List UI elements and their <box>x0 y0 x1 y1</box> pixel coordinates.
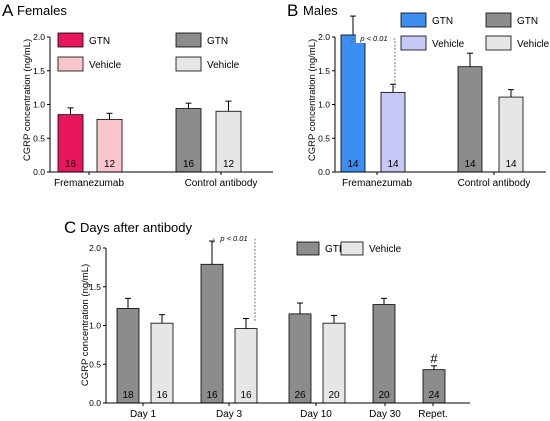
y-tick-label: 1.5 <box>89 282 101 292</box>
panel-c-annotation-bg <box>216 233 253 243</box>
panel-b: B Males CGRP concentration (ng/mL) 0.0 0.… <box>287 1 550 189</box>
panel-c-repeat-marker: # <box>430 351 438 366</box>
panel-b-p-value: p < 0.01 <box>359 34 387 43</box>
panel-a-title: Females <box>17 3 67 18</box>
x-category-label: Day 30 <box>369 409 401 420</box>
y-tick-label: 1.0 <box>33 100 45 110</box>
panel-a-letter: A <box>2 1 14 20</box>
legend-swatch <box>175 32 202 48</box>
y-tick-label: 0.0 <box>33 167 45 177</box>
x-category-label: Fremanezumab <box>342 178 412 189</box>
panel-c-title: Days after antibody <box>80 220 193 235</box>
y-tick-label: 2.0 <box>89 243 101 253</box>
bar-fremanezumab-vehicle <box>380 91 406 173</box>
x-category-label: Day 10 <box>300 409 332 420</box>
y-tick-label: 1.0 <box>318 100 330 110</box>
sample-size-label: 16 <box>240 390 252 401</box>
sample-size-label: 16 <box>183 159 195 170</box>
y-tick-label: 2.0 <box>318 32 330 42</box>
sample-size-label: 24 <box>428 390 440 401</box>
bar-control-antibody-gtn <box>457 66 483 173</box>
bar-day-1-gtn <box>116 308 140 404</box>
bar-day-30-gtn <box>372 304 396 404</box>
legend-swatch <box>296 241 320 256</box>
sample-size-label: 18 <box>122 390 134 401</box>
panel-c-letter: C <box>64 218 76 237</box>
panel-a: A Females CGRP concentration (ng/mL) 0.0… <box>2 1 273 189</box>
sample-size-label: 26 <box>294 390 306 401</box>
sample-size-label: 14 <box>387 159 399 170</box>
sample-size-label: 14 <box>464 159 476 170</box>
x-category-label: Day 1 <box>130 409 157 420</box>
x-category-label: Control antibody <box>185 178 258 189</box>
y-tick-label: 0.5 <box>89 359 101 369</box>
bar-fremanezumab-gtn <box>340 34 366 173</box>
bar-day-3-gtn <box>200 263 224 404</box>
y-tick-label: 2.0 <box>33 32 45 42</box>
x-category-label: Fremanezumab <box>54 178 124 189</box>
legend-label: Vehicle <box>432 39 465 50</box>
panel-c: C Days after antibody CGRP concentration… <box>64 218 470 420</box>
legend-label: GTN <box>432 16 453 27</box>
sample-size-label: 14 <box>505 159 517 170</box>
y-tick-label: 0.0 <box>318 167 330 177</box>
legend-label: GTN <box>517 16 538 27</box>
panel-c-p-value: p < 0.01 <box>219 234 247 243</box>
panel-b-letter: B <box>287 1 298 20</box>
bar-control-antibody-vehicle <box>498 96 524 173</box>
x-category-label: Day 3 <box>216 409 243 420</box>
bar-control-antibody-gtn <box>175 108 202 173</box>
legend-label: GTN <box>89 36 110 47</box>
legend-swatch <box>485 12 512 28</box>
x-category-label: Repet. <box>418 409 447 420</box>
legend-swatch <box>400 12 427 28</box>
panel-a-y-axis-label: CGRP concentration (ng/mL) <box>22 39 33 161</box>
panel-c-y-axis-label: CGRP concentration (ng/mL) <box>80 264 91 386</box>
panel-b-y-axis-label: CGRP concentration (ng/mL) <box>307 39 318 161</box>
sample-size-label: 12 <box>104 159 116 170</box>
legend-swatch <box>400 35 427 51</box>
legend-swatch <box>175 56 202 72</box>
legend-label: Vehicle <box>89 60 122 71</box>
legend-label: Vehicle <box>369 244 402 255</box>
legend-label: Vehicle <box>207 60 240 71</box>
sample-size-label: 16 <box>65 159 77 170</box>
legend-swatch <box>340 241 364 256</box>
legend-swatch <box>485 35 512 51</box>
legend-swatch <box>57 32 84 48</box>
legend-label: GTN <box>325 244 346 255</box>
panel-b-title: Males <box>303 3 338 18</box>
sample-size-label: 14 <box>347 159 359 170</box>
legend-swatch <box>57 56 84 72</box>
sample-size-label: 20 <box>328 390 340 401</box>
sample-size-label: 16 <box>206 390 218 401</box>
y-tick-label: 1.5 <box>33 66 45 76</box>
sample-size-label: 20 <box>378 390 390 401</box>
y-tick-label: 1.5 <box>318 66 330 76</box>
y-tick-label: 0.0 <box>89 398 101 408</box>
sample-size-label: 12 <box>223 159 235 170</box>
y-tick-label: 1.0 <box>89 321 101 331</box>
y-tick-label: 0.5 <box>318 133 330 143</box>
legend-label: GTN <box>207 36 228 47</box>
sample-size-label: 16 <box>156 390 168 401</box>
panel-b-annotation-bg <box>356 33 392 43</box>
x-category-label: Control antibody <box>458 178 531 189</box>
legend-label: Vehicle <box>517 39 550 50</box>
y-tick-label: 0.5 <box>33 133 45 143</box>
